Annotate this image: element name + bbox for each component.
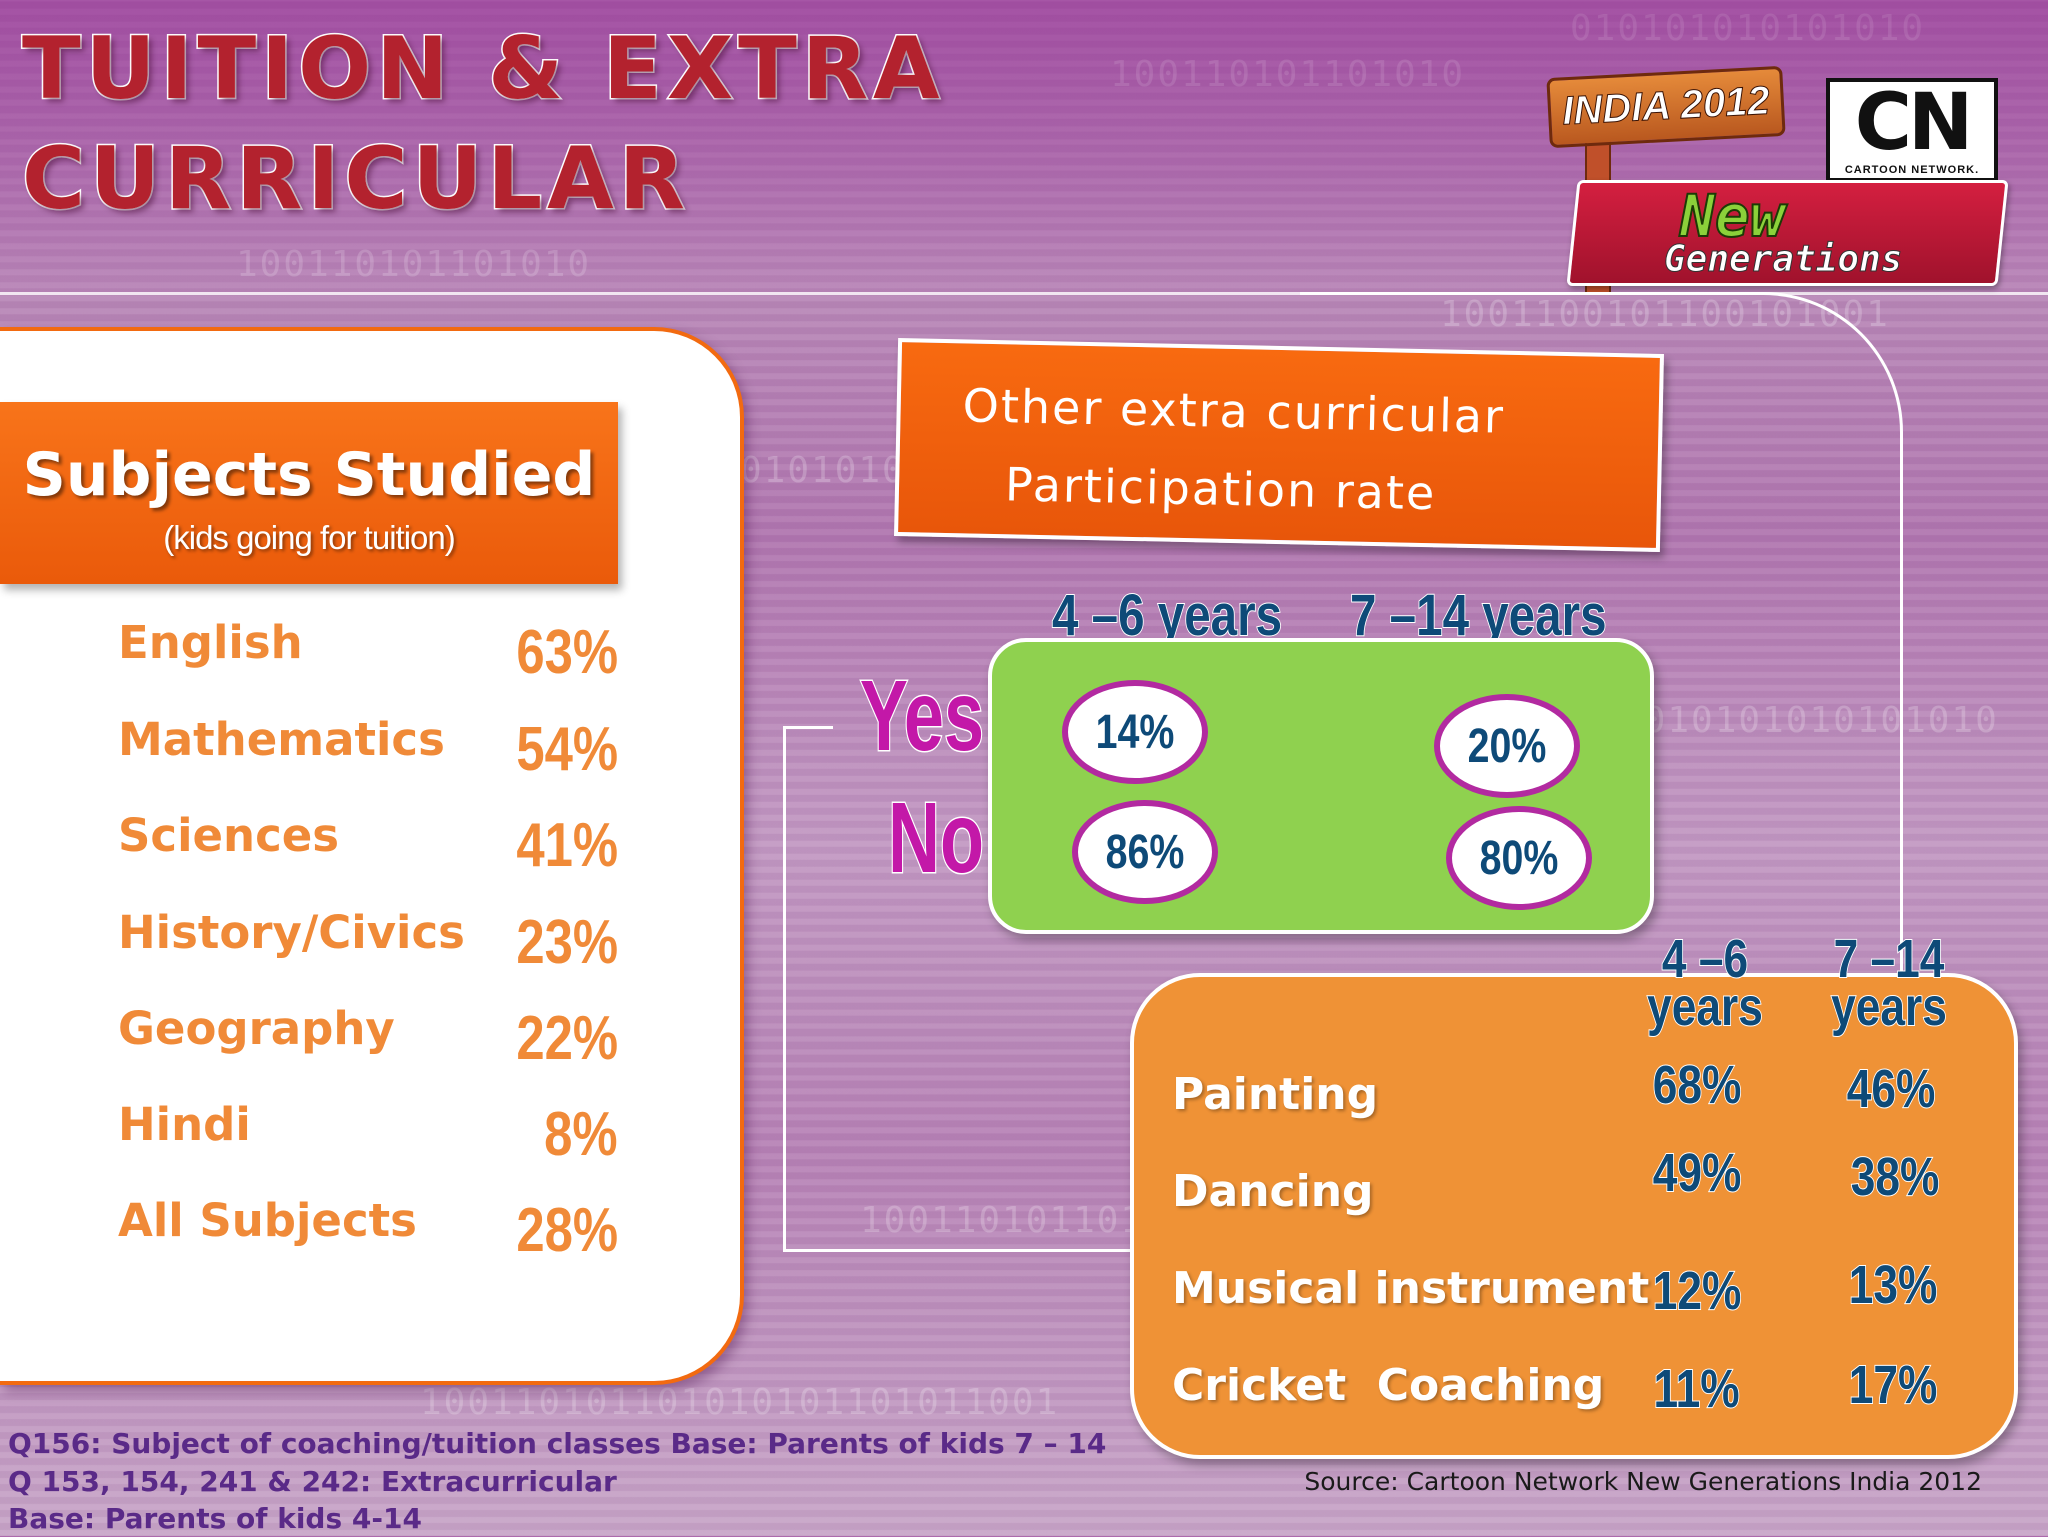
participation-title-line1: Other extra curricular [962, 378, 1506, 444]
participation-title-line2: Participation rate [1004, 457, 1437, 521]
connector-line [1300, 292, 1903, 1445]
slide-title-line1: TUITION & EXTRA [21, 18, 945, 121]
subject-row: All Subjects 28% [118, 1191, 618, 1263]
slide-title-line2: CURRICULAR [21, 128, 690, 231]
participation-col-4-6: 4 –6 years [1051, 583, 1283, 648]
subject-name: All Subjects [118, 1194, 417, 1247]
slide-title: TUITION & EXTRA CURRICULAR [21, 14, 945, 234]
binary-pattern: 100110101101010101101011001 [420, 1382, 1060, 1423]
footnote-line1: Q156: Subject of coaching/tuition classe… [8, 1427, 1107, 1460]
footnote-line2: Q 153, 154, 241 & 242: Extracurricular [8, 1465, 617, 1498]
subject-row: Sciences 41% [118, 806, 618, 878]
activity-value-7-14: 46% [1846, 1059, 1936, 1119]
subject-value: 41% [516, 811, 618, 880]
subjects-subtitle: (kids going for tuition) [163, 519, 455, 556]
binary-pattern: 0101010 [740, 450, 906, 491]
subject-row: Geography 22% [118, 999, 618, 1071]
new-generations-logo-word1: New [1679, 182, 1786, 250]
activity-name: Painting [1172, 1069, 1379, 1120]
participation-col-7-14: 7 –14 years [1349, 583, 1607, 648]
cn-logo-name: CARTOON NETWORK. [1844, 164, 1980, 176]
subject-name: Geography [118, 1002, 395, 1055]
activity-name: Musical instrument [1172, 1263, 1650, 1314]
binary-pattern: 1010101010101010 [1620, 700, 1999, 741]
subject-row: Mathematics 54% [118, 710, 618, 782]
subject-name: Hindi [118, 1098, 251, 1151]
subject-name: Mathematics [118, 713, 445, 766]
source-note: Source: Cartoon Network New Generations … [1304, 1467, 1982, 1496]
participation-banner: Other extra curricular Participation rat… [894, 338, 1664, 552]
connector-line [783, 726, 833, 729]
yes-label: Yes [859, 660, 985, 772]
subject-value: 22% [516, 1004, 618, 1073]
activities-panel [1130, 973, 2018, 1459]
activities-col-4-6: 4 –6 years [1646, 929, 1763, 1037]
no-label: No [887, 782, 985, 894]
yes-4-6-value: 14% [1062, 680, 1208, 784]
activity-value-7-14: 13% [1848, 1255, 1938, 1315]
subject-row: History/Civics 23% [118, 903, 618, 975]
subject-row: Hindi 8% [118, 1095, 618, 1167]
activities-col-7-14: 7 –14 years [1830, 929, 1947, 1037]
no-7-14-value: 80% [1446, 806, 1592, 910]
activity-value-7-14: 38% [1850, 1147, 1940, 1207]
activity-value-4-6: 49% [1652, 1143, 1742, 1203]
subject-value: 28% [516, 1196, 618, 1265]
subject-value: 8% [544, 1100, 618, 1169]
activity-value-4-6: 68% [1652, 1055, 1742, 1115]
activity-name: Dancing [1172, 1166, 1374, 1217]
connector-line [783, 726, 1134, 1252]
subject-value: 54% [516, 715, 618, 784]
subject-name: English [118, 616, 303, 669]
yes-7-14-value: 20% [1434, 694, 1580, 798]
subject-name: History/Civics [118, 906, 465, 959]
footnote-line3: Base: Parents of kids 4-14 [8, 1502, 422, 1535]
cn-logo-mark: CN [1854, 78, 1974, 168]
activity-name: Cricket Coaching [1172, 1360, 1605, 1411]
subject-name: Sciences [118, 809, 340, 862]
activity-value-7-14: 17% [1848, 1355, 1938, 1415]
subjects-title: Subjects Studied [22, 440, 596, 510]
activity-value-4-6: 12% [1652, 1261, 1742, 1321]
subject-row: English 63% [118, 613, 618, 685]
cartoon-network-logo: CN CARTOON NETWORK. [1826, 78, 1998, 182]
new-generations-logo-word2: Generations [1663, 239, 1903, 280]
subject-value: 63% [516, 618, 618, 687]
subjects-banner: Subjects Studied (kids going for tuition… [0, 402, 618, 584]
no-4-6-value: 86% [1072, 800, 1218, 904]
activity-value-4-6: 11% [1653, 1359, 1741, 1419]
subject-value: 23% [516, 908, 618, 977]
india-2012-logo: INDIA 2012 [1546, 65, 1786, 149]
